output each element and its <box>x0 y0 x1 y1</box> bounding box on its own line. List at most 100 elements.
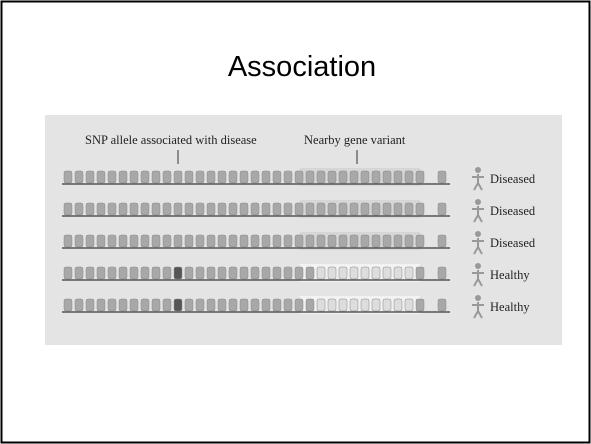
base-tooth <box>185 203 193 215</box>
base-tooth <box>130 299 138 311</box>
base-tooth <box>163 203 171 215</box>
base-tooth <box>86 171 94 183</box>
base-tooth <box>372 267 380 279</box>
base-tooth <box>218 203 226 215</box>
base-tooth <box>317 267 325 279</box>
base-tooth <box>284 267 292 279</box>
base-tooth <box>185 267 193 279</box>
base-tooth <box>295 235 303 247</box>
base-tooth <box>339 235 347 247</box>
person-head <box>475 199 481 205</box>
base-tooth <box>306 299 314 311</box>
base-tooth <box>383 203 391 215</box>
base-tooth <box>339 299 347 311</box>
base-tooth <box>262 203 270 215</box>
base-tooth <box>207 267 215 279</box>
base-tooth <box>141 171 149 183</box>
base-tooth <box>108 299 116 311</box>
base-tooth <box>438 235 446 247</box>
base-tooth <box>218 267 226 279</box>
base-tooth <box>361 299 369 311</box>
base-tooth <box>152 171 160 183</box>
base-tooth <box>295 203 303 215</box>
base-tooth <box>141 267 149 279</box>
base-tooth <box>240 203 248 215</box>
base-tooth <box>240 267 248 279</box>
base-tooth <box>328 203 336 215</box>
base-tooth <box>262 267 270 279</box>
base-tooth <box>108 203 116 215</box>
base-tooth <box>218 235 226 247</box>
base-tooth <box>372 171 380 183</box>
base-tooth <box>273 171 281 183</box>
base-tooth <box>383 235 391 247</box>
base-tooth <box>229 203 237 215</box>
base-tooth <box>108 235 116 247</box>
base-tooth <box>119 299 127 311</box>
base-tooth <box>317 299 325 311</box>
base-tooth <box>405 267 413 279</box>
base-tooth <box>306 267 314 279</box>
base-tooth <box>273 235 281 247</box>
base-tooth <box>196 267 204 279</box>
base-tooth <box>306 171 314 183</box>
base-tooth <box>284 171 292 183</box>
slide: Association SNP allele associated with d… <box>0 0 591 444</box>
base-tooth <box>438 171 446 183</box>
base-tooth <box>97 267 105 279</box>
base-tooth <box>75 171 83 183</box>
base-tooth <box>130 203 138 215</box>
variant-label: Nearby gene variant <box>304 133 406 147</box>
base-tooth <box>284 235 292 247</box>
person-head <box>475 263 481 269</box>
base-tooth <box>438 203 446 215</box>
base-tooth <box>339 267 347 279</box>
base-tooth <box>262 235 270 247</box>
base-tooth <box>196 299 204 311</box>
base-tooth <box>152 299 160 311</box>
base-tooth <box>97 299 105 311</box>
status-label: Diseased <box>490 204 536 218</box>
base-tooth <box>306 235 314 247</box>
base-tooth <box>350 267 358 279</box>
base-tooth <box>317 203 325 215</box>
base-tooth <box>438 299 446 311</box>
base-tooth <box>328 171 336 183</box>
base-tooth <box>152 267 160 279</box>
base-tooth <box>251 267 259 279</box>
base-tooth <box>295 299 303 311</box>
base-tooth <box>185 171 193 183</box>
base-tooth <box>163 267 171 279</box>
base-tooth <box>174 267 182 279</box>
page: Association SNP allele associated with d… <box>0 0 591 444</box>
base-tooth <box>405 203 413 215</box>
base-tooth <box>295 267 303 279</box>
base-tooth <box>295 171 303 183</box>
base-tooth <box>416 267 424 279</box>
base-tooth <box>350 299 358 311</box>
base-tooth <box>86 267 94 279</box>
base-tooth <box>361 171 369 183</box>
base-tooth <box>229 171 237 183</box>
base-tooth <box>229 235 237 247</box>
base-tooth <box>97 235 105 247</box>
base-tooth <box>141 203 149 215</box>
base-tooth <box>141 299 149 311</box>
base-tooth <box>328 267 336 279</box>
base-tooth <box>130 171 138 183</box>
base-tooth <box>64 299 72 311</box>
base-tooth <box>174 171 182 183</box>
base-tooth <box>229 267 237 279</box>
base-tooth <box>372 235 380 247</box>
base-tooth <box>350 203 358 215</box>
base-tooth <box>405 299 413 311</box>
base-tooth <box>394 235 402 247</box>
base-tooth <box>174 235 182 247</box>
base-tooth <box>64 267 72 279</box>
base-tooth <box>119 235 127 247</box>
base-tooth <box>350 171 358 183</box>
base-tooth <box>207 203 215 215</box>
base-tooth <box>119 203 127 215</box>
base-tooth <box>262 171 270 183</box>
base-tooth <box>75 235 83 247</box>
